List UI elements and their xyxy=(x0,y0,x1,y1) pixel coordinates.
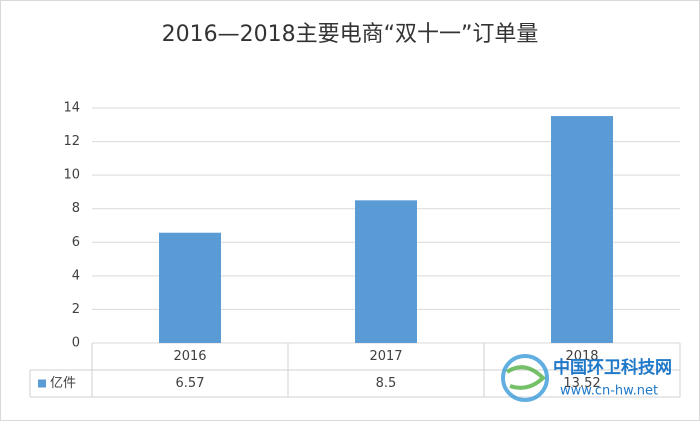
watermark-url: www.cn-hw.net xyxy=(560,384,658,399)
bar xyxy=(551,116,613,343)
chart-title: 2016—2018主要电商“双十一”订单量 xyxy=(162,22,539,47)
y-tick-label: 6 xyxy=(72,235,80,250)
table-value: 13.52 xyxy=(563,376,600,391)
x-tick-label: 2016 xyxy=(173,349,206,364)
y-tick-label: 0 xyxy=(72,336,80,351)
y-tick-label: 12 xyxy=(63,134,80,149)
table-value: 6.57 xyxy=(176,376,205,391)
legend-label: 亿件 xyxy=(50,376,76,391)
y-tick-label: 14 xyxy=(63,101,80,116)
x-tick-label: 2017 xyxy=(369,349,402,364)
y-tick-label: 10 xyxy=(63,168,80,183)
x-tick-label: 2018 xyxy=(565,349,598,364)
bar xyxy=(159,232,221,343)
watermark-site: 中国环卫科技网 xyxy=(553,357,672,378)
watermark-logo xyxy=(505,365,546,390)
y-tick-label: 2 xyxy=(72,302,80,317)
y-tick-label: 8 xyxy=(72,201,80,216)
table-value: 8.5 xyxy=(376,376,397,391)
watermark-logo xyxy=(501,354,549,402)
y-tick-label: 4 xyxy=(72,268,80,283)
legend-swatch xyxy=(38,379,46,388)
bar xyxy=(355,200,417,343)
